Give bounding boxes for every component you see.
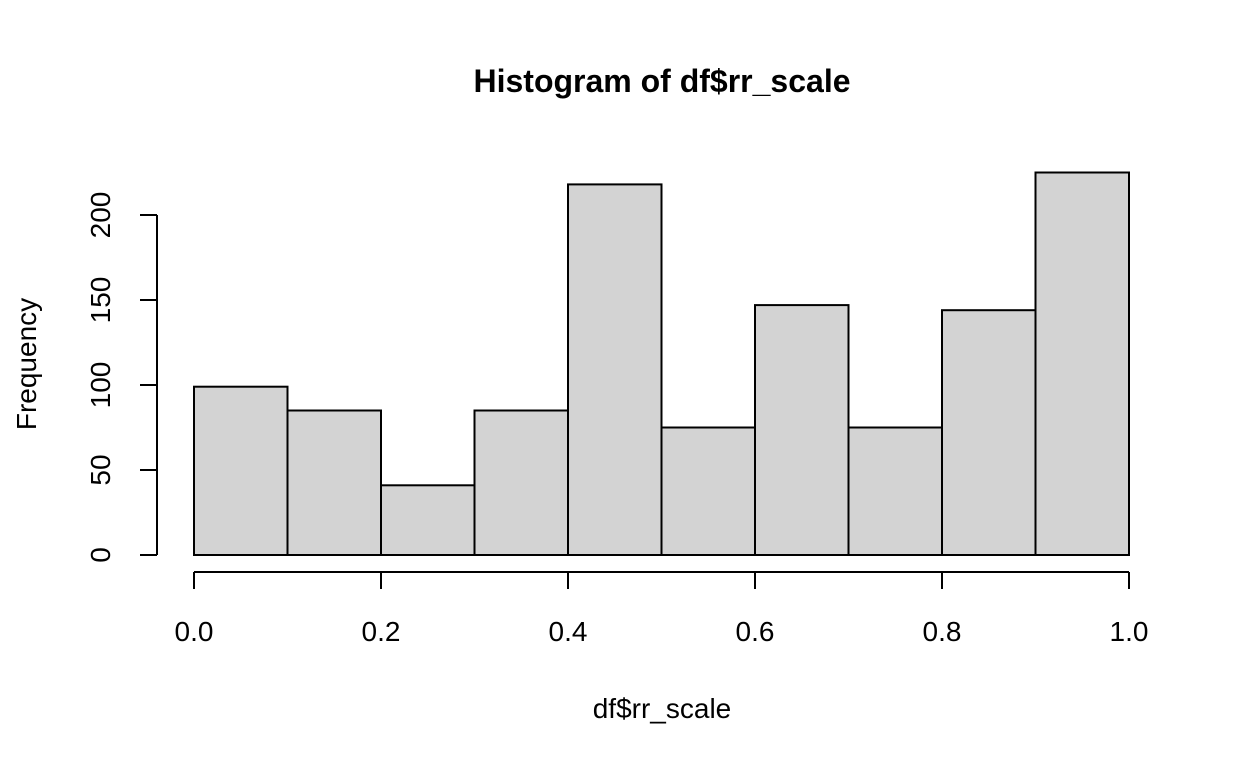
x-tick-label-3: 0.6 [736, 616, 775, 647]
y-axis-label: Frequency [11, 298, 42, 430]
y-tick-label-4: 200 [85, 192, 116, 239]
histogram-bar-8 [941, 309, 1037, 557]
histogram-bar-3 [473, 409, 569, 556]
x-tick-label-5: 1.0 [1110, 616, 1149, 647]
x-axis: 0.0 0.2 0.4 0.6 0.8 1.0 [175, 571, 1149, 647]
bars-group [193, 171, 1130, 557]
histogram-bar-2 [380, 484, 476, 556]
y-tick-label-1: 50 [85, 454, 116, 485]
histogram-bar-6 [754, 304, 850, 556]
x-tick-label-2: 0.4 [549, 616, 588, 647]
histogram-bar-9 [1034, 171, 1130, 556]
y-tick-label-3: 150 [85, 277, 116, 324]
histogram-bar-4 [567, 183, 663, 556]
chart-title: Histogram of df$rr_scale [473, 63, 850, 99]
y-tick-label-0: 0 [85, 547, 116, 563]
x-tick-label-0: 0.0 [175, 616, 214, 647]
x-tick-label-1: 0.2 [362, 616, 401, 647]
histogram-bar-0 [193, 385, 289, 557]
x-tick-label-4: 0.8 [923, 616, 962, 647]
histogram-bar-1 [286, 409, 382, 556]
x-axis-label: df$rr_scale [593, 693, 732, 724]
y-axis: 0 50 100 150 200 [85, 192, 158, 563]
histogram-bar-7 [847, 426, 943, 556]
histogram-bar-5 [660, 426, 756, 556]
y-tick-label-2: 100 [85, 362, 116, 409]
